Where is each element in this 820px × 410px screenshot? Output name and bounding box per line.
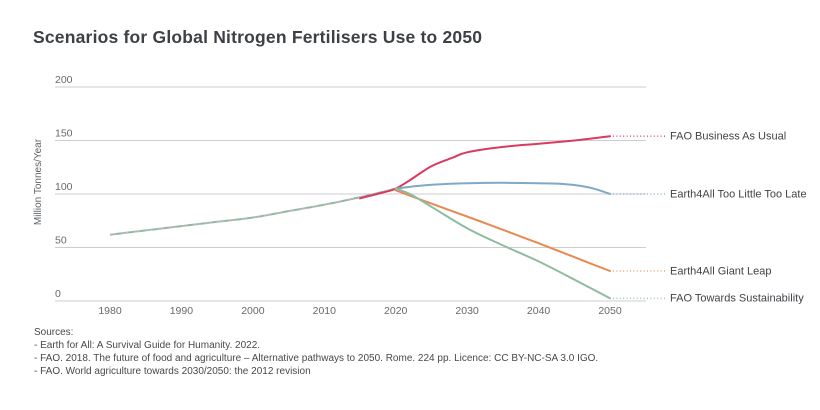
x-tick-label: 2050 [598, 305, 622, 317]
y-tick-label: 100 [55, 181, 73, 193]
y-tick-label: 50 [55, 235, 67, 247]
series-line-fao-business-as-usual [359, 135, 611, 200]
sources-heading: Sources: [34, 327, 74, 338]
series-line-earth4all-giant-leap [394, 189, 611, 272]
history-line-green-dashes [109, 187, 396, 236]
history-line-gray-dashes [109, 187, 396, 236]
sources-block: Sources: - Earth for All: A Survival Gui… [34, 326, 598, 378]
x-tick-label: 1990 [170, 305, 194, 317]
y-tick-label: 200 [55, 74, 73, 86]
x-tick-label: 1980 [98, 305, 122, 317]
series-line-fao-towards-sustainability [394, 187, 611, 300]
legend-label-earth4all-too-little-too-late: Earth4All Too Little Too Late [670, 188, 807, 200]
x-tick-label: 2030 [455, 305, 479, 317]
x-tick-label: 2020 [384, 305, 408, 317]
source-line: - FAO. World agriculture towards 2030/20… [34, 366, 311, 377]
legend-label-fao-towards-sustainability: FAO Towards Sustainability [670, 293, 804, 305]
x-tick-label: 2010 [313, 305, 337, 317]
chart-title: Scenarios for Global Nitrogen Fertiliser… [33, 27, 483, 47]
legend-label-earth4all-giant-leap: Earth4All Giant Leap [670, 265, 772, 277]
source-line: - FAO. 2018. The future of food and agri… [34, 353, 599, 364]
y-tick-label: 150 [55, 128, 73, 140]
source-line: - Earth for All: A Survival Guide for Hu… [34, 340, 261, 351]
x-tick-label: 2040 [527, 305, 551, 317]
y-tick-label: 0 [55, 288, 61, 300]
series-line-earth4all-too-little-too-late [394, 181, 611, 195]
legend-label-fao-business-as-usual: FAO Business As Usual [670, 131, 786, 143]
x-tick-label: 2000 [241, 305, 265, 317]
